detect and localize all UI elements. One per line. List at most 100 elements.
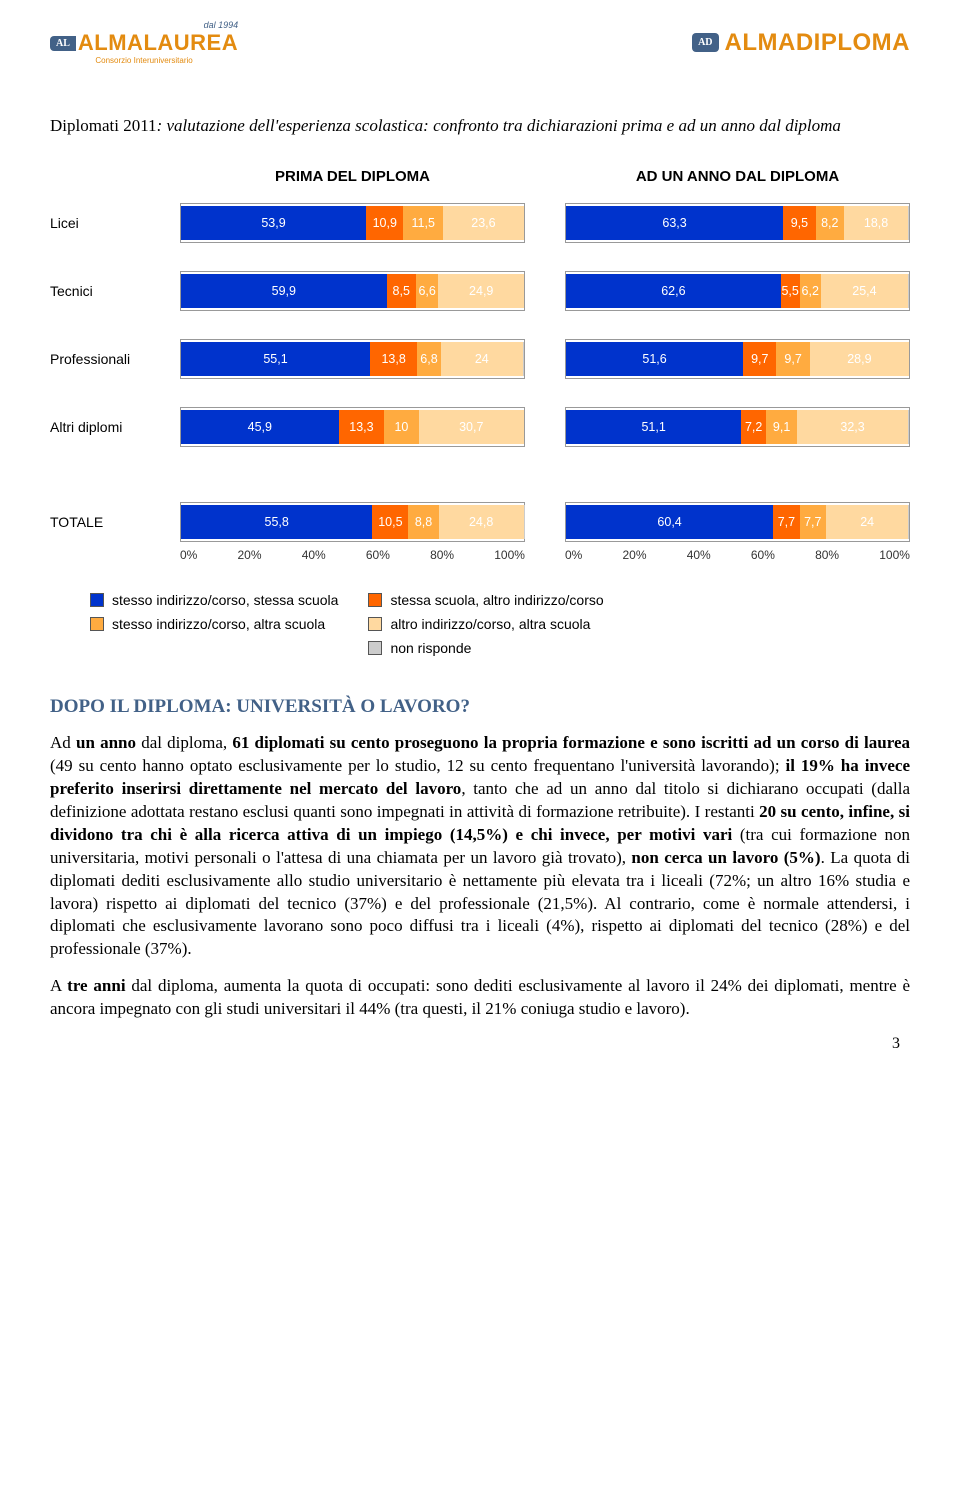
bar-segment: 55,1 <box>181 342 370 376</box>
bar-segment: 6,6 <box>416 274 439 308</box>
bar-segment: 8,2 <box>816 206 844 240</box>
bar-segment-nonrisponde <box>908 274 909 308</box>
x-tick: 20% <box>623 548 647 562</box>
x-tick: 80% <box>815 548 839 562</box>
bar-segment: 6,8 <box>417 342 440 376</box>
x-tick: 40% <box>687 548 711 562</box>
x-tick: 100% <box>879 548 910 562</box>
header-logos: dal 1994 AL ALMALAUREA Consorzio Interun… <box>50 20 910 65</box>
bar-segment: 7,7 <box>773 505 799 539</box>
bar-segment: 30,7 <box>419 410 524 444</box>
legend-swatch <box>368 641 382 655</box>
legend-label: stesso indirizzo/corso, stessa scuola <box>112 592 338 608</box>
bar-segment: 7,7 <box>800 505 826 539</box>
legend-item: stesso indirizzo/corso, altra scuola <box>90 616 338 632</box>
logo-badge-right: AD <box>692 33 718 52</box>
bar-segment: 7,2 <box>741 410 766 444</box>
legend-label: altro indirizzo/corso, altra scuola <box>390 616 590 632</box>
bar-segment: 24,8 <box>439 505 524 539</box>
bar: 51,69,79,728,9 <box>565 339 910 379</box>
x-axes-row: 0% 20% 40% 60% 80% 100% 0% 20% 40% 60% 80% 100% <box>180 548 910 562</box>
bar-segment: 53,9 <box>181 206 366 240</box>
bar-segment: 51,6 <box>566 342 743 376</box>
row-label: TOTALE <box>50 514 180 530</box>
bar-segment: 10,9 <box>366 206 403 240</box>
chart-legend: stesso indirizzo/corso, stessa scuola ste… <box>90 592 910 656</box>
bar-segment-nonrisponde <box>908 206 909 240</box>
bar-segment: 45,9 <box>181 410 339 444</box>
x-tick: 40% <box>302 548 326 562</box>
chart-header-left: PRIMA DEL DIPLOMA <box>180 168 525 185</box>
legend-swatch <box>90 617 104 631</box>
bar: 55,810,58,824,8 <box>180 502 525 542</box>
bar-segment: 9,7 <box>776 342 809 376</box>
legend-item: stessa scuola, altro indirizzo/corso <box>368 592 603 608</box>
row-label: Licei <box>50 215 180 231</box>
bar: 62,65,56,225,4 <box>565 271 910 311</box>
row-label: Altri diplomi <box>50 419 180 435</box>
bar: 59,98,56,624,9 <box>180 271 525 311</box>
bar: 45,913,31030,7 <box>180 407 525 447</box>
x-tick: 60% <box>366 548 390 562</box>
legend-label: non risponde <box>390 640 471 656</box>
bar-segment: 9,1 <box>766 410 797 444</box>
x-axis-right: 0% 20% 40% 60% 80% 100% <box>565 548 910 562</box>
legend-swatch <box>368 593 382 607</box>
bar-segment: 13,8 <box>370 342 417 376</box>
logo-almadiploma: AD ALMADIPLOMA <box>692 29 910 57</box>
bar-segment: 13,3 <box>339 410 385 444</box>
legend-item: stesso indirizzo/corso, stessa scuola <box>90 592 338 608</box>
bar-segment: 11,5 <box>403 206 442 240</box>
bar-segment: 5,5 <box>781 274 800 308</box>
section-heading: DOPO IL DIPLOMA: UNIVERSITÀ O LAVORO? <box>50 696 910 718</box>
bar-segment-nonrisponde <box>523 342 524 376</box>
bar-segment: 63,3 <box>566 206 783 240</box>
logo-almalaurea: dal 1994 AL ALMALAUREA Consorzio Interun… <box>50 20 238 65</box>
chart-header-right: AD UN ANNO DAL DIPLOMA <box>565 168 910 185</box>
bar-segment: 24 <box>826 505 908 539</box>
x-tick: 0% <box>180 548 197 562</box>
page-number: 3 <box>892 1035 900 1053</box>
bar: 53,910,911,523,6 <box>180 203 525 243</box>
bar-segment: 60,4 <box>566 505 773 539</box>
bar: 60,47,77,724 <box>565 502 910 542</box>
legend-label: stesso indirizzo/corso, altra scuola <box>112 616 325 632</box>
bar-segment: 32,3 <box>797 410 908 444</box>
x-axis-left: 0%20%40%60%80%100% <box>180 548 525 562</box>
bar-segment: 9,7 <box>743 342 776 376</box>
bar-segment-nonrisponde <box>908 505 909 539</box>
bar-segment-nonrisponde <box>908 410 909 444</box>
legend-item: altro indirizzo/corso, altra scuola <box>368 616 603 632</box>
x-tick: 20% <box>238 548 262 562</box>
bar-segment: 23,6 <box>443 206 524 240</box>
bar: 51,17,29,132,3 <box>565 407 910 447</box>
bar-segment: 8,5 <box>387 274 416 308</box>
bar-segment: 24 <box>441 342 523 376</box>
body-paragraph: A tre anni dal diploma, aumenta la quota… <box>50 975 910 1021</box>
bar-segment: 25,4 <box>821 274 908 308</box>
legend-item: non risponde <box>368 640 603 656</box>
bar-segment: 8,8 <box>408 505 438 539</box>
bar-segment: 9,5 <box>783 206 816 240</box>
logo-text-left: ALMALAUREA <box>78 30 238 56</box>
logo-since: dal 1994 <box>50 20 238 30</box>
bar-segment: 59,9 <box>181 274 387 308</box>
x-tick: 0% <box>565 548 582 562</box>
legend-label: stessa scuola, altro indirizzo/corso <box>390 592 603 608</box>
bar-segment: 51,1 <box>566 410 741 444</box>
row-label: Professionali <box>50 351 180 367</box>
logo-badge-left: AL <box>50 36 76 51</box>
bar-segment: 18,8 <box>844 206 908 240</box>
row-label: Tecnici <box>50 283 180 299</box>
bar-segment: 28,9 <box>810 342 909 376</box>
bar-segment: 10 <box>384 410 418 444</box>
bar-segment: 10,5 <box>372 505 408 539</box>
logo-sub-left: Consorzio Interuniversitario <box>50 56 238 65</box>
bar: 55,113,86,824 <box>180 339 525 379</box>
legend-swatch <box>90 593 104 607</box>
logo-text-right: ALMADIPLOMA <box>725 29 910 57</box>
x-tick: 60% <box>751 548 775 562</box>
bar: 63,39,58,218,8 <box>565 203 910 243</box>
x-tick: 80% <box>430 548 454 562</box>
chart-title: Diplomati 2011: valutazione dell'esperie… <box>50 115 910 138</box>
